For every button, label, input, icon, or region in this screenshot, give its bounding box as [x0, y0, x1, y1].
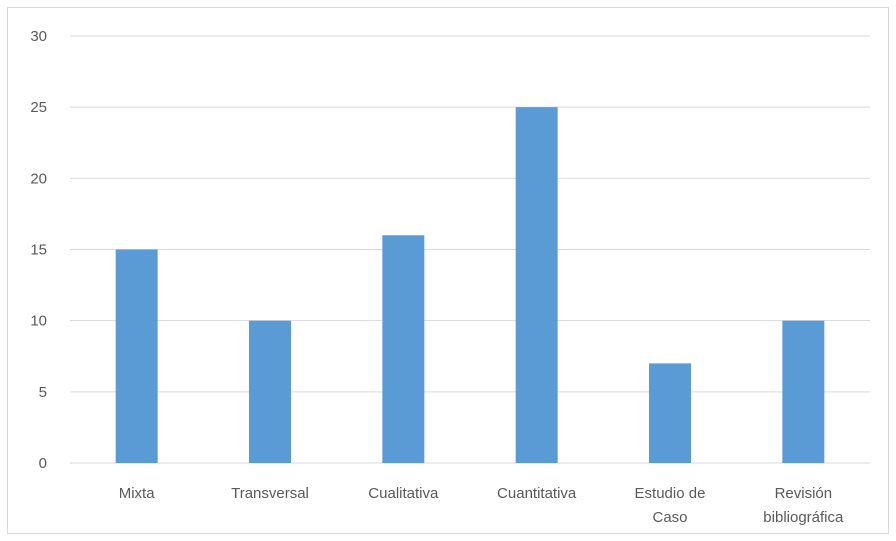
x-category-label: Estudio de	[635, 485, 706, 502]
y-tick-label: 15	[30, 242, 47, 259]
y-axis-tick-labels: 0 5 10 15 20 25 30	[30, 28, 47, 472]
x-category-label: Transversal	[231, 485, 309, 502]
x-category-label: Cuantitativa	[497, 485, 577, 502]
x-category-label: bibliográfica	[763, 509, 844, 526]
x-category-label: Caso	[652, 509, 687, 526]
y-tick-label: 0	[39, 455, 47, 472]
x-axis-category-labels: Mixta Transversal Cualitativa Cuantitativa E…	[119, 485, 844, 526]
x-category-label: Cualitativa	[368, 485, 439, 502]
bar	[382, 235, 425, 463]
y-tick-label: 20	[30, 170, 47, 187]
x-category-label: Revisión	[775, 485, 833, 502]
y-tick-label: 25	[30, 99, 47, 116]
bar	[249, 320, 291, 463]
bar	[515, 107, 558, 464]
y-tick-label: 10	[30, 313, 47, 330]
x-category-label: Mixta	[119, 485, 155, 502]
bar	[115, 249, 158, 463]
y-tick-label: 5	[39, 384, 47, 401]
bars	[115, 107, 825, 464]
gridlines	[70, 35, 870, 464]
bar	[649, 363, 691, 463]
y-tick-label: 30	[30, 28, 47, 45]
bar	[782, 320, 825, 463]
